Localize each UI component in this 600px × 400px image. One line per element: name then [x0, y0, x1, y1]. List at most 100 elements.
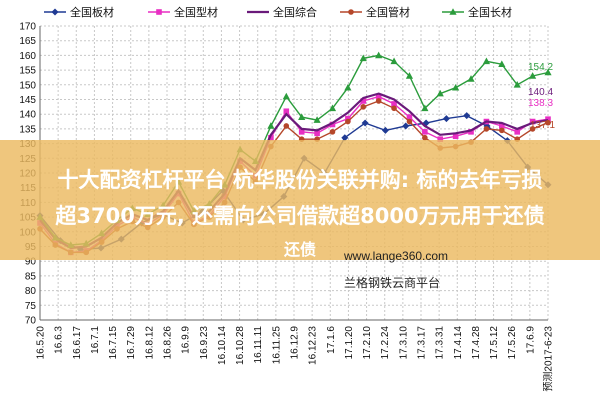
data-point	[298, 129, 305, 135]
headline-line-1: 十大配资杠杆平台 杭华股份关联并购: 标的去年亏损	[57, 168, 543, 192]
x-tick-label: 16.12.23	[308, 326, 319, 365]
x-tick-label: 17.3.17	[417, 326, 428, 360]
data-point	[381, 126, 389, 134]
data-point	[529, 118, 536, 125]
x-tick-label: 16.6.3	[54, 326, 65, 354]
data-point	[545, 116, 551, 122]
y-tick-label: 85	[25, 271, 37, 282]
legend-item: 全国型材	[148, 5, 218, 19]
data-point	[156, 9, 162, 15]
data-point	[499, 127, 505, 134]
data-point	[268, 134, 274, 141]
end-value-label: 140.4	[528, 87, 553, 98]
data-point	[375, 93, 382, 100]
x-tick-label: 17.5.26	[507, 326, 518, 360]
headline-line-3: 还债	[283, 240, 316, 259]
legend-label: 全国型材	[174, 5, 218, 19]
x-tick-label: 16.11.25	[271, 326, 282, 365]
x-tick-label: 16.12.9	[290, 326, 301, 360]
data-point	[499, 123, 505, 129]
x-tick-label: 16.5.20	[36, 326, 47, 360]
watermark-url: www.lange360.com	[344, 249, 449, 263]
legend-label: 全国长材	[468, 5, 512, 19]
data-point	[545, 119, 551, 126]
data-point	[345, 115, 351, 122]
x-tick-label: 17.6.9	[525, 326, 536, 354]
legend-item: 全国管材	[340, 5, 410, 19]
x-tick-label: 17.3.10	[398, 326, 409, 360]
x-tick-label: 17.2.10	[362, 326, 373, 360]
data-point	[361, 119, 369, 127]
x-tick-label: 16.9.23	[199, 326, 210, 360]
data-point	[341, 134, 349, 142]
data-point	[283, 123, 290, 129]
end-value-label: 137.1	[530, 120, 555, 131]
x-axis: 16.5.20 16.6.3 16.6.17 16.7.1 16.7.15 16.7.29…	[36, 319, 555, 392]
x-tick-label: 16.7.29	[126, 326, 137, 360]
x-tick-label: 16.10.28	[235, 326, 246, 365]
data-point	[467, 75, 475, 82]
y-tick-label: 170	[19, 22, 36, 33]
data-point	[345, 118, 351, 125]
y-tick-label: 135	[19, 124, 36, 135]
headline-line-2: 超3700万元, 还需向公司借款超8000万元用于还债	[55, 204, 545, 228]
legend-item: 全国长材	[442, 5, 512, 19]
data-point	[360, 104, 367, 110]
data-point	[375, 98, 382, 104]
data-point	[298, 113, 306, 120]
x-tick-label: 16.10.14	[217, 326, 228, 365]
data-point	[449, 8, 457, 15]
data-point	[391, 101, 397, 107]
data-point	[514, 129, 521, 135]
end-value-label: 138.3	[528, 98, 553, 109]
data-point	[375, 51, 383, 59]
data-point	[436, 89, 444, 97]
data-point	[391, 105, 397, 112]
x-tick-label: 17.4.28	[471, 326, 482, 360]
data-point	[402, 122, 410, 130]
y-tick-label: 80	[25, 286, 37, 297]
legend-item: 全国综合	[247, 5, 317, 19]
legend-label: 全国综合	[273, 5, 317, 19]
data-point	[267, 122, 275, 129]
data-point	[422, 129, 428, 135]
data-point	[422, 134, 428, 141]
x-tick-label: 17.2.24	[380, 326, 391, 360]
data-point	[498, 60, 506, 68]
data-point	[283, 108, 290, 115]
data-point	[390, 57, 398, 65]
y-tick-label: 155	[19, 66, 36, 77]
x-tick-label: 17.1.20	[344, 326, 355, 360]
x-tick-label: 16.9.9	[181, 326, 192, 354]
end-value-label: 154.2	[528, 62, 553, 73]
data-point	[282, 92, 290, 100]
chart-legend: 全国板材 全国型材 全国综合 全国管材 全国长材	[44, 5, 512, 19]
data-point	[463, 112, 471, 120]
y-tick-label: 90	[25, 257, 37, 268]
x-tick-label: 17.5.12	[489, 326, 500, 360]
data-point	[329, 121, 336, 128]
data-point	[468, 129, 474, 135]
data-point	[405, 72, 414, 79]
y-tick-label: 140	[19, 110, 36, 121]
data-point	[314, 130, 320, 137]
x-tick-label: 16.6.17	[72, 326, 83, 360]
data-point	[483, 126, 490, 132]
y-tick-label: 165	[19, 36, 36, 47]
y-tick-label: 160	[19, 51, 36, 62]
x-tick-label: 16.7.15	[108, 326, 119, 360]
data-point	[529, 72, 537, 79]
legend-item: 全国板材	[44, 5, 114, 19]
legend-label: 全国管材	[366, 5, 410, 19]
data-point	[344, 83, 352, 91]
data-point	[421, 104, 429, 112]
y-tick-label: 75	[25, 301, 37, 312]
data-point	[442, 115, 450, 123]
data-point	[329, 129, 336, 135]
data-point	[313, 116, 321, 123]
data-point	[51, 8, 59, 16]
x-tick-label: 16.7.1	[90, 326, 101, 354]
x-tick-label: 预测2017-6-23	[542, 326, 555, 392]
x-tick-label: 16.11.11	[253, 326, 264, 364]
